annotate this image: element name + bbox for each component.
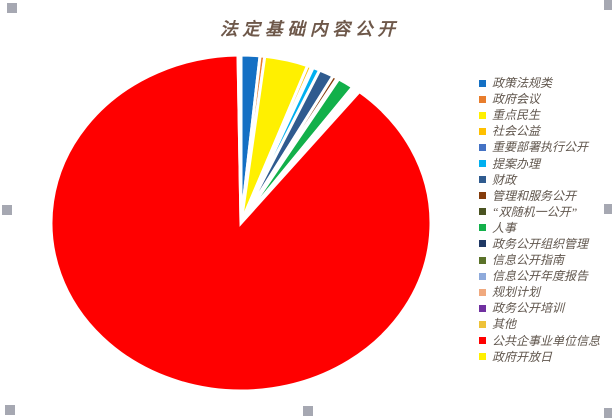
legend-item[interactable]: 政务公开培训	[479, 300, 609, 316]
legend-label: 人事	[492, 220, 517, 235]
legend-swatch-icon	[479, 337, 486, 345]
legend-swatch-icon	[479, 176, 486, 184]
legend-item[interactable]: 社会公益	[479, 123, 609, 139]
legend-swatch-icon	[479, 192, 486, 200]
legend-item[interactable]: 信息公开年度报告	[479, 268, 609, 284]
legend-swatch-icon	[479, 95, 486, 103]
legend-label: 政务公开培训	[492, 301, 565, 316]
legend-swatch-icon	[479, 272, 486, 280]
legend: 政策法规类 政府会议 重点民生 社会公益 重要部署执行公开 提案办理 财政 管理和服务公开 “双…	[479, 75, 609, 365]
selection-handle-bottom-right[interactable]	[604, 408, 612, 418]
legend-label: 信息公开指南	[492, 253, 565, 268]
legend-item[interactable]: 财政	[479, 172, 609, 188]
legend-swatch-icon	[479, 160, 486, 168]
selection-handle-top-right[interactable]	[604, 0, 612, 10]
legend-label: 重要部署执行公开	[492, 140, 589, 155]
legend-item[interactable]: 其他	[479, 316, 609, 332]
legend-label: 社会公益	[492, 124, 541, 139]
legend-swatch-icon	[479, 224, 486, 232]
legend-swatch-icon	[479, 143, 486, 151]
legend-label: 重点民生	[492, 108, 541, 123]
legend-label: 政府开放日	[492, 349, 553, 364]
legend-label: 政府会议	[492, 92, 541, 107]
chart-title[interactable]: 法定基础内容公开	[220, 19, 400, 39]
selection-handle-top-left[interactable]	[7, 3, 17, 13]
legend-swatch-icon	[479, 79, 486, 87]
legend-label: “双随机一公开”	[492, 204, 578, 219]
legend-swatch-icon	[479, 127, 486, 135]
legend-swatch-icon	[479, 304, 486, 312]
legend-item[interactable]: 政府开放日	[479, 349, 609, 365]
legend-label: 公共企事业单位信息	[492, 333, 601, 348]
legend-label: 政策法规类	[492, 76, 553, 91]
legend-item[interactable]: 信息公开指南	[479, 252, 609, 268]
legend-item[interactable]: 人事	[479, 220, 609, 236]
legend-item[interactable]: 重点民生	[479, 107, 609, 123]
legend-swatch-icon	[479, 111, 486, 119]
legend-item[interactable]: 公共企事业单位信息	[479, 333, 609, 349]
selection-handle-middle-left[interactable]	[2, 205, 12, 215]
legend-item[interactable]: 管理和服务公开	[479, 188, 609, 204]
legend-label: 政务公开组织管理	[492, 236, 589, 251]
legend-label: 规划计划	[492, 285, 541, 300]
selection-handle-bottom-center[interactable]	[303, 406, 313, 416]
legend-item[interactable]: 政府会议	[479, 91, 609, 107]
legend-swatch-icon	[479, 240, 486, 248]
legend-label: 其他	[492, 317, 517, 332]
legend-swatch-icon	[479, 320, 486, 328]
legend-label: 提案办理	[492, 156, 541, 171]
legend-item[interactable]: 提案办理	[479, 155, 609, 171]
legend-item[interactable]: 规划计划	[479, 284, 609, 300]
legend-item[interactable]: 政务公开组织管理	[479, 236, 609, 252]
selection-handle-middle-right[interactable]	[604, 204, 612, 214]
legend-label: 财政	[492, 172, 517, 187]
legend-label: 管理和服务公开	[492, 188, 577, 203]
pie-slice-18[interactable]	[236, 53, 243, 224]
legend-swatch-icon	[479, 208, 486, 216]
legend-item[interactable]: “双随机一公开”	[479, 204, 609, 220]
legend-label: 信息公开年度报告	[492, 269, 589, 284]
legend-item[interactable]: 重要部署执行公开	[479, 139, 609, 155]
legend-swatch-icon	[479, 288, 486, 296]
selection-handle-bottom-left[interactable]	[5, 405, 15, 415]
legend-swatch-icon	[479, 256, 486, 264]
legend-item[interactable]: 政策法规类	[479, 75, 609, 91]
legend-swatch-icon	[479, 353, 486, 361]
